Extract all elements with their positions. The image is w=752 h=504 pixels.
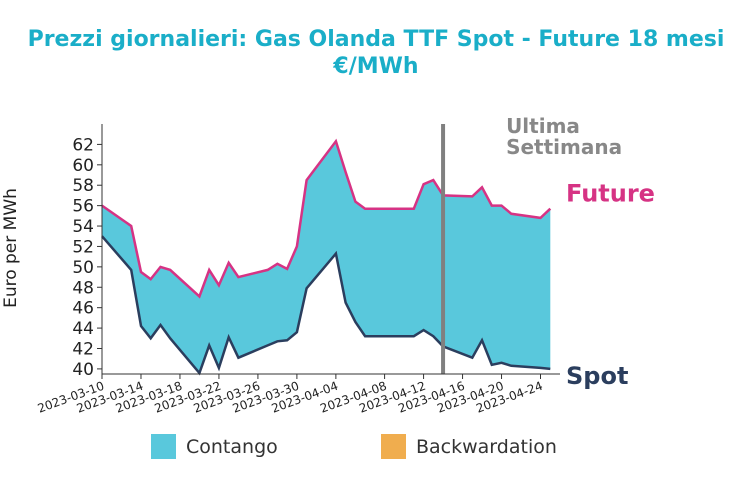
y-tick-label: 40 xyxy=(72,360,94,380)
y-tick-label: 54 xyxy=(72,217,94,237)
legend-swatch-backwardation xyxy=(381,434,406,459)
legend-swatch-contango xyxy=(151,434,176,459)
x-axis: 2023-03-102023-03-142023-03-182023-03-22… xyxy=(36,373,560,416)
chart-title: Prezzi giornalieri: Gas Olanda TTF Spot … xyxy=(28,27,725,52)
y-tick-label: 58 xyxy=(72,176,94,196)
legend-label-contango: Contango xyxy=(186,436,278,458)
y-tick-label: 50 xyxy=(72,258,94,278)
y-axis-label: Euro per MWh xyxy=(1,188,21,308)
spot-series-label: Spot xyxy=(566,362,628,390)
y-tick-label: 42 xyxy=(72,339,94,359)
future-series-label: Future xyxy=(566,180,655,208)
y-tick-label: 44 xyxy=(72,319,94,339)
last-week-label-line1: Ultima xyxy=(506,114,580,138)
y-tick-label: 46 xyxy=(72,299,94,319)
y-tick-label: 56 xyxy=(72,197,94,217)
last-week-label-line2: Settimana xyxy=(506,135,622,159)
spot-line xyxy=(101,235,551,376)
y-tick-label: 48 xyxy=(72,278,94,298)
legend-label-backwardation: Backwardation xyxy=(416,436,557,458)
future-line xyxy=(101,138,552,299)
contango-area xyxy=(102,141,551,373)
y-tick-label: 62 xyxy=(72,135,94,155)
chart-subtitle: €/MWh xyxy=(332,54,418,79)
legend: Contango Backwardation xyxy=(151,434,557,459)
y-tick-label: 60 xyxy=(72,156,94,176)
y-tick-label: 52 xyxy=(72,237,94,257)
